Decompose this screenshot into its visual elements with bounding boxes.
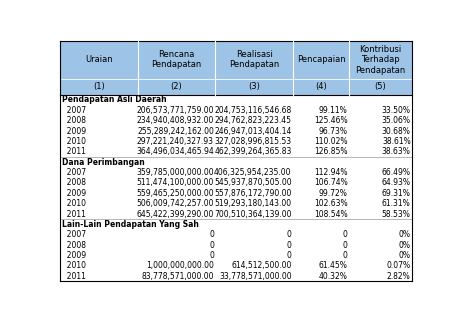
Text: 406,325,954,235.00: 406,325,954,235.00	[214, 168, 292, 177]
Text: 2010: 2010	[62, 199, 86, 208]
Text: 108.54%: 108.54%	[314, 210, 348, 219]
Text: 2011: 2011	[62, 147, 86, 156]
Text: 2010: 2010	[62, 137, 86, 146]
Text: 99.11%: 99.11%	[319, 106, 348, 115]
Text: 96.73%: 96.73%	[319, 127, 348, 136]
Text: 66.49%: 66.49%	[382, 168, 411, 177]
Text: (2): (2)	[171, 82, 182, 91]
Text: 0: 0	[287, 241, 292, 250]
Text: 69.31%: 69.31%	[382, 189, 411, 198]
Text: 38.61%: 38.61%	[382, 137, 411, 146]
Text: 2009: 2009	[62, 189, 86, 198]
Text: 112.94%: 112.94%	[314, 168, 348, 177]
Text: 0: 0	[209, 251, 214, 260]
Bar	[60, 79, 138, 95]
Text: 0: 0	[343, 230, 348, 239]
Text: Pendapatan Asli Daerah: Pendapatan Asli Daerah	[62, 95, 167, 104]
Text: 327,028,996,815.53: 327,028,996,815.53	[214, 137, 292, 146]
Text: 125.46%: 125.46%	[314, 116, 348, 125]
Text: 64.93%: 64.93%	[382, 178, 411, 188]
Text: 246,947,013,404.14: 246,947,013,404.14	[214, 127, 292, 136]
Text: 519,293,180,143.00: 519,293,180,143.00	[214, 199, 292, 208]
Text: 2.82%: 2.82%	[387, 272, 411, 281]
Text: 2008: 2008	[62, 116, 86, 125]
Text: 255,289,242,162.00: 255,289,242,162.00	[137, 127, 214, 136]
Text: 106.74%: 106.74%	[314, 178, 348, 188]
Text: (1): (1)	[93, 82, 105, 91]
Text: (5): (5)	[375, 82, 386, 91]
Text: 0: 0	[343, 241, 348, 250]
Text: Realisasi
Pendapatan: Realisasi Pendapatan	[229, 50, 279, 70]
Text: (4): (4)	[315, 82, 327, 91]
Text: 364,496,034,465.94: 364,496,034,465.94	[136, 147, 214, 156]
Text: 33,778,571,000.00: 33,778,571,000.00	[219, 272, 292, 281]
Text: 2009: 2009	[62, 251, 86, 260]
Text: Rencana
Pendapatan: Rencana Pendapatan	[151, 50, 202, 70]
Text: 0: 0	[287, 230, 292, 239]
Text: 0: 0	[209, 241, 214, 250]
Text: 40.32%: 40.32%	[319, 272, 348, 281]
Text: 294,762,823,223.45: 294,762,823,223.45	[214, 116, 292, 125]
Bar	[60, 95, 412, 281]
Text: 1,000,000,000.00: 1,000,000,000.00	[146, 261, 214, 271]
Text: Uraian: Uraian	[85, 55, 113, 64]
Text: 2007: 2007	[62, 230, 86, 239]
Bar	[138, 41, 215, 79]
Text: Lain-Lain Pendapatan Yang Sah: Lain-Lain Pendapatan Yang Sah	[62, 220, 199, 229]
Text: 2008: 2008	[62, 178, 86, 188]
Text: 83,778,571,000.00: 83,778,571,000.00	[141, 272, 214, 281]
Text: 2011: 2011	[62, 210, 86, 219]
Bar	[349, 41, 412, 79]
Text: 545,937,870,505.00: 545,937,870,505.00	[214, 178, 292, 188]
Text: 2008: 2008	[62, 241, 86, 250]
Text: 506,009,742,257.00: 506,009,742,257.00	[137, 199, 214, 208]
Text: 234,940,408,932.00: 234,940,408,932.00	[137, 116, 214, 125]
Text: 2010: 2010	[62, 261, 86, 271]
Text: 557,876,172,790.00: 557,876,172,790.00	[214, 189, 292, 198]
Text: 0%: 0%	[399, 251, 411, 260]
Text: 99.72%: 99.72%	[319, 189, 348, 198]
Bar	[293, 41, 349, 79]
Text: 38.63%: 38.63%	[382, 147, 411, 156]
Bar	[293, 79, 349, 95]
Bar	[60, 41, 138, 79]
Text: 2009: 2009	[62, 127, 86, 136]
Text: 58.53%: 58.53%	[382, 210, 411, 219]
Text: 645,422,399,290.00: 645,422,399,290.00	[137, 210, 214, 219]
Text: 126.85%: 126.85%	[314, 147, 348, 156]
Bar	[215, 41, 293, 79]
Text: 0: 0	[287, 251, 292, 260]
Text: 204,753,116,546.68: 204,753,116,546.68	[214, 106, 292, 115]
Text: 102.63%: 102.63%	[314, 199, 348, 208]
Text: 559,465,250,000.00: 559,465,250,000.00	[136, 189, 214, 198]
Bar	[138, 79, 215, 95]
Text: 700,510,364,139.00: 700,510,364,139.00	[214, 210, 292, 219]
Text: 0%: 0%	[399, 230, 411, 239]
Text: 297,221,240,327.93: 297,221,240,327.93	[137, 137, 214, 146]
Text: 0: 0	[209, 230, 214, 239]
Text: 35.06%: 35.06%	[382, 116, 411, 125]
Text: 0%: 0%	[399, 241, 411, 250]
Text: Pencapaian: Pencapaian	[297, 55, 345, 64]
Text: Kontribusi
Terhadap
Pendapatan: Kontribusi Terhadap Pendapatan	[356, 45, 406, 75]
Text: (3): (3)	[248, 82, 260, 91]
Text: 30.68%: 30.68%	[382, 127, 411, 136]
Text: 2011: 2011	[62, 272, 86, 281]
Text: 61.31%: 61.31%	[382, 199, 411, 208]
Bar	[349, 79, 412, 95]
Text: 0.07%: 0.07%	[387, 261, 411, 271]
Text: 0: 0	[343, 251, 348, 260]
Text: 614,512,500.00: 614,512,500.00	[231, 261, 292, 271]
Text: 359,785,000,000.00: 359,785,000,000.00	[136, 168, 214, 177]
Text: 2007: 2007	[62, 168, 86, 177]
Bar	[215, 79, 293, 95]
Text: 206,573,771,759.00: 206,573,771,759.00	[137, 106, 214, 115]
Text: 33.50%: 33.50%	[382, 106, 411, 115]
Text: 2007: 2007	[62, 106, 86, 115]
Text: 110.02%: 110.02%	[314, 137, 348, 146]
Text: 462,399,264,365.83: 462,399,264,365.83	[214, 147, 292, 156]
Text: 61.45%: 61.45%	[319, 261, 348, 271]
Text: Dana Perimbangan: Dana Perimbangan	[62, 158, 145, 167]
Text: 511,474,100,000.00: 511,474,100,000.00	[137, 178, 214, 188]
